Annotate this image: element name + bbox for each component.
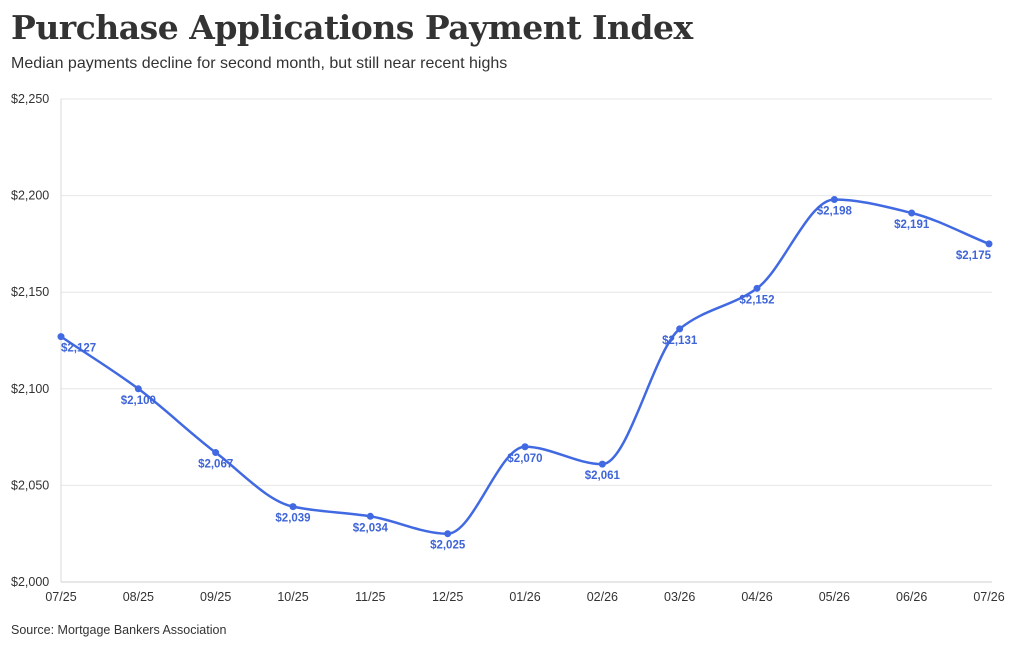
data-point: [444, 530, 452, 538]
x-tick-label: 09/25: [200, 590, 231, 604]
series-line: [60, 198, 990, 535]
data-points: [57, 195, 993, 538]
data-point: [366, 512, 374, 520]
data-label: $2,152: [739, 294, 774, 306]
data-point: [753, 284, 761, 292]
data-point: [212, 449, 220, 457]
data-point: [521, 443, 529, 451]
x-tick-label: 06/26: [896, 590, 927, 604]
data-point: [289, 503, 297, 511]
data-label: $2,061: [585, 470, 621, 482]
y-tick-label: $2,050: [11, 478, 49, 492]
y-tick-label: $2,000: [11, 575, 49, 589]
gridlines: [61, 98, 992, 583]
x-tick-label: 07/26: [973, 590, 1004, 604]
data-label: $2,034: [353, 522, 389, 534]
data-label: $2,127: [61, 343, 96, 355]
data-point: [598, 460, 606, 468]
x-tick-label: 05/26: [819, 590, 850, 604]
data-label: $2,070: [507, 453, 542, 465]
y-tick-label: $2,250: [11, 92, 49, 106]
source-note: Source: Mortgage Bankers Association: [11, 623, 227, 637]
y-tick-label: $2,150: [11, 285, 49, 299]
x-tick-label: 02/26: [587, 590, 618, 604]
x-tick-label: 11/25: [355, 590, 385, 604]
x-tick-label: 03/26: [664, 590, 695, 604]
data-label: $2,100: [121, 395, 156, 407]
x-tick-label: 12/25: [432, 590, 463, 604]
data-point: [985, 240, 993, 248]
x-tick-label: 01/26: [509, 590, 540, 604]
data-point: [134, 385, 142, 393]
x-tick-label: 04/26: [741, 590, 772, 604]
data-point: [57, 333, 65, 341]
data-point: [830, 195, 838, 203]
data-label: $2,191: [894, 219, 930, 231]
y-tick-label: $2,100: [11, 382, 49, 396]
series-line-path: [60, 198, 990, 535]
data-label: $2,025: [430, 540, 466, 552]
data-label: $2,198: [817, 205, 853, 217]
data-labels: $2,127 $2,100 $2,067 $2,039 $2,034 $2,025 $2,0…: [61, 205, 992, 551]
chart-title: Purchase Applications Payment Index: [11, 8, 693, 47]
data-point: [676, 325, 684, 333]
axes: $2,000 $2,050 $2,100 $2,150 $2,200 $2,250 07/2…: [11, 92, 1005, 604]
x-tick-label: 07/25: [45, 590, 76, 604]
chart-subtitle: Median payments decline for second month…: [11, 55, 508, 72]
x-tick-label: 10/25: [277, 590, 308, 604]
data-point: [908, 209, 916, 217]
y-tick-label: $2,200: [11, 189, 49, 203]
data-label: $2,067: [198, 459, 233, 471]
data-label: $2,175: [956, 250, 992, 262]
data-label: $2,039: [275, 513, 310, 525]
x-tick-label: 08/25: [123, 590, 154, 604]
data-label: $2,131: [662, 335, 698, 347]
